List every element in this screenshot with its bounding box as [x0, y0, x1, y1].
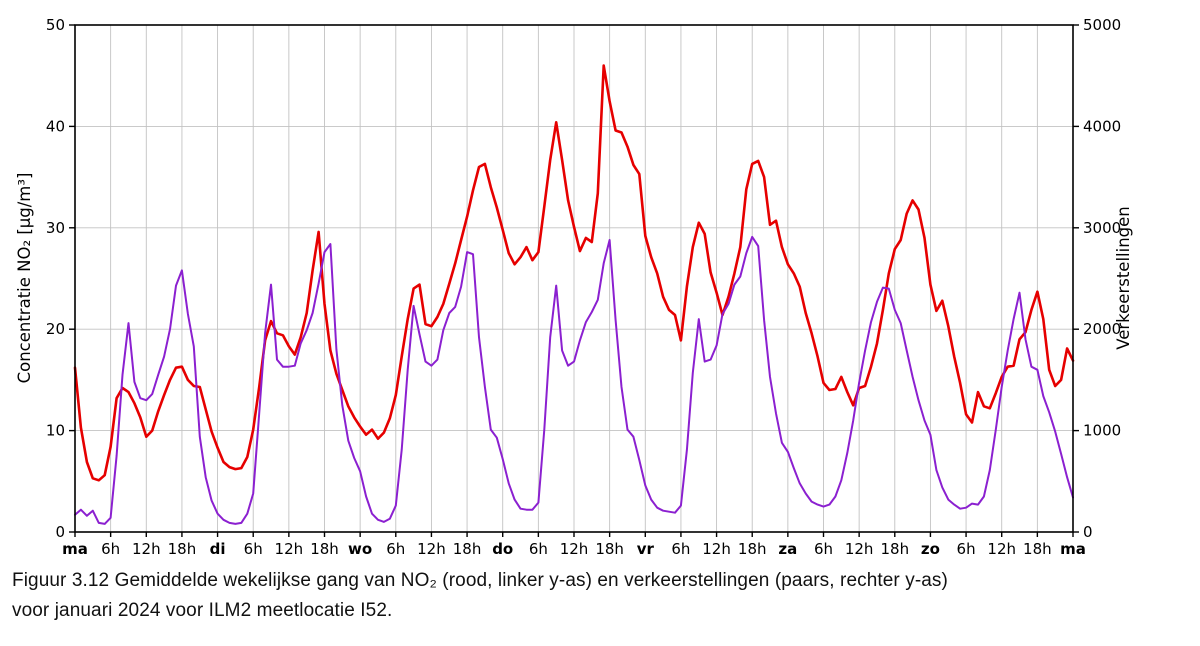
- hour-tick-label: 12h: [132, 540, 161, 558]
- hour-tick-label: 6h: [671, 540, 690, 558]
- hour-tick-label: 12h: [845, 540, 874, 558]
- hour-tick-label: 12h: [417, 540, 446, 558]
- right-tick-label: 0: [1083, 523, 1093, 541]
- left-tick-label: 10: [46, 422, 65, 440]
- hour-tick-label: 6h: [244, 540, 263, 558]
- right-axis-title: Verkeerstellingen: [1114, 206, 1133, 350]
- hour-tick-label: 6h: [386, 540, 405, 558]
- right-tick-label: 5000: [1083, 16, 1121, 34]
- day-tick-label: zo: [921, 540, 940, 558]
- gridlines: [75, 25, 1073, 532]
- left-tick-label: 30: [46, 219, 65, 237]
- no2-line: [73, 64, 1075, 482]
- hour-tick-label: 18h: [453, 540, 482, 558]
- left-tick-label: 50: [46, 16, 65, 34]
- day-tick-label: wo: [348, 540, 372, 558]
- hour-tick-label: 12h: [275, 540, 304, 558]
- day-tick-label: di: [210, 540, 226, 558]
- left-tick-label: 0: [55, 523, 65, 541]
- hour-tick-label: 18h: [595, 540, 624, 558]
- day-tick-label: ma: [62, 540, 88, 558]
- day-tick-label: do: [492, 540, 513, 558]
- no2-traffic-week-chart: 0 10 20 30 40 50 0 1000 2000 3000 4000 5000 ma 6h 12h 1…: [15, 16, 1133, 558]
- hour-tick-label: 18h: [168, 540, 197, 558]
- hour-tick-label: 6h: [814, 540, 833, 558]
- caption-line-1: Figuur 3.12 Gemiddelde wekelijkse gang v…: [12, 570, 948, 591]
- series-lines: [73, 64, 1075, 525]
- left-axis-title: Concentratie NO₂ [µg/m³]: [15, 173, 34, 384]
- left-tick-label: 40: [46, 117, 65, 135]
- hour-tick-label: 6h: [957, 540, 976, 558]
- hour-tick-label: 18h: [310, 540, 339, 558]
- figure-caption: Figuur 3.12 Gemiddelde wekelijkse gang v…: [12, 566, 1200, 626]
- right-tick-label: 1000: [1083, 422, 1121, 440]
- day-tick-label: za: [778, 540, 797, 558]
- hour-tick-label: 12h: [987, 540, 1016, 558]
- hour-tick-label: 12h: [702, 540, 731, 558]
- right-tick-label: 4000: [1083, 117, 1121, 135]
- hour-tick-label: 18h: [738, 540, 767, 558]
- hour-tick-label: 6h: [101, 540, 120, 558]
- hour-tick-label: 18h: [1023, 540, 1052, 558]
- left-tick-label: 20: [46, 320, 65, 338]
- caption-line-2: voor januari 2024 voor ILM2 meetlocatie …: [12, 600, 393, 622]
- axis-ticks-and-labels: 0 10 20 30 40 50 0 1000 2000 3000 4000 5000 ma 6h 12h 1…: [46, 16, 1121, 558]
- hour-tick-label: 12h: [560, 540, 589, 558]
- day-tick-label: vr: [637, 540, 655, 558]
- traffic-line: [74, 235, 1074, 525]
- right-tick-label: 3000: [1083, 219, 1121, 237]
- hour-tick-label: 18h: [880, 540, 909, 558]
- hour-tick-label: 6h: [529, 540, 548, 558]
- right-tick-label: 2000: [1083, 320, 1121, 338]
- day-tick-label: ma: [1060, 540, 1086, 558]
